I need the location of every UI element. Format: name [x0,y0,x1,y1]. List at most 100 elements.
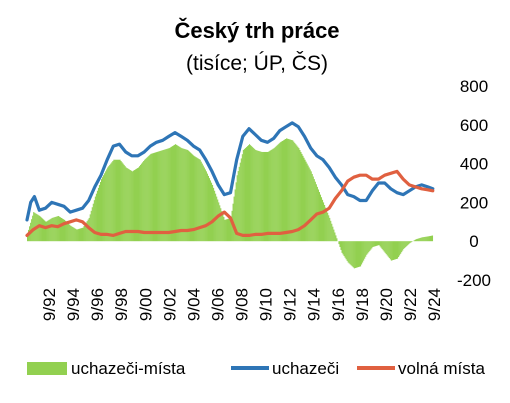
chart-subtitle: (tisíce; ÚP, ČS) [186,52,328,75]
bar [111,162,113,242]
bar [226,219,228,242]
bar [102,177,104,242]
bar [120,161,122,242]
bar [320,197,323,242]
bar [152,153,154,242]
bar [129,170,131,242]
bar [297,146,299,242]
bar [375,241,377,247]
bar [115,159,117,242]
bar [218,202,220,242]
bar [258,150,260,242]
bar [65,220,67,242]
bar [275,146,277,242]
bar [269,150,271,242]
bar [289,139,291,242]
bar [163,149,165,242]
bar [390,241,392,261]
bar [93,200,95,242]
bar [44,220,46,242]
bar-series-uchazeci-mista [27,138,434,269]
bar [130,170,132,242]
bar [207,175,209,242]
bar [191,153,193,242]
bar [64,219,66,242]
bar [274,147,276,242]
bar [312,176,314,242]
bar [356,241,359,268]
legend-label: volná místa [398,359,485,378]
bar [126,168,128,242]
bar [198,159,200,242]
bar [233,196,235,242]
bar [57,215,59,242]
bar [228,218,230,242]
bar [393,241,396,260]
bar [187,150,189,242]
bar [308,167,310,242]
bar [225,219,227,242]
bar [135,168,138,242]
x-tick-label: 9/92 [40,288,59,321]
bar [419,237,421,242]
bar [279,142,281,242]
bar [223,216,225,242]
bar [288,139,290,242]
bar [309,169,311,242]
x-tick-label: 9/04 [184,288,203,321]
bar [165,149,167,242]
bar [301,153,303,242]
bar [109,164,111,242]
bar [192,154,194,242]
bar [68,223,70,242]
bar [87,219,89,242]
bar [79,228,81,242]
y-tick-label: 0 [469,232,478,251]
bar [178,146,180,242]
bar [227,218,229,242]
bar [422,237,424,242]
bar [346,241,348,261]
bar [369,241,371,251]
volna-mista-line [25,169,435,237]
bar [379,241,381,247]
bar [98,184,101,242]
bar [169,147,171,242]
bar [358,241,361,267]
bar [270,150,272,242]
bar [362,241,364,263]
bar [116,159,118,242]
bar [355,241,357,268]
bar [208,178,211,242]
bar [181,148,183,242]
bar [121,162,123,242]
bar [188,150,190,242]
bar [353,241,355,269]
bar [268,151,270,242]
bar [46,221,48,242]
bar [200,161,202,242]
bar [344,241,346,258]
bar [70,225,72,242]
bar [147,156,149,242]
bar [33,212,35,242]
bar [95,193,97,242]
bar [40,216,42,242]
bar [151,153,153,242]
x-tick-label: 9/18 [353,288,372,321]
bar [186,149,188,242]
bar [180,147,182,242]
bar [250,145,252,242]
bar [245,147,248,242]
x-tick-label: 9/24 [425,288,444,321]
bar [418,238,420,242]
x-tick-label: 9/96 [88,288,107,321]
bar [55,216,57,242]
bar [133,170,135,242]
bar [399,241,401,256]
bar [71,226,73,242]
x-tick-label: 9/98 [112,288,131,321]
bar [368,241,370,253]
bar [260,151,262,242]
bar [61,218,64,242]
